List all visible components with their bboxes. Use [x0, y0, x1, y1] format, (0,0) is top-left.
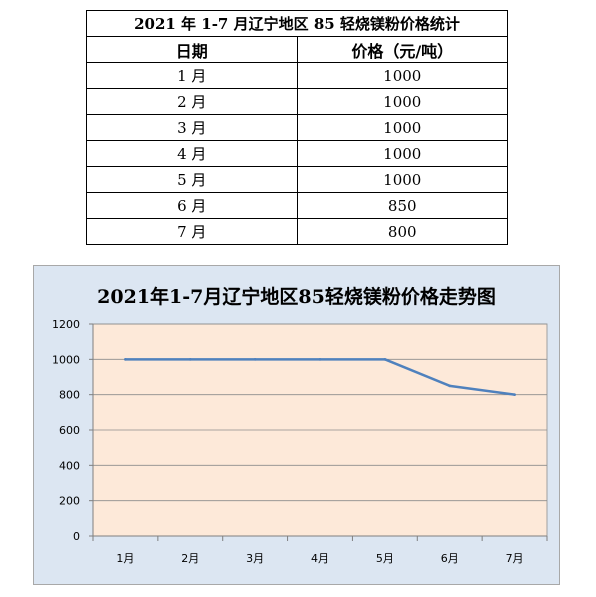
- data-point: [448, 384, 452, 388]
- table-title-row: 2021 年 1-7 月辽宁地区 85 轻烧镁粉价格统计: [86, 10, 508, 37]
- date-cell: 1 月: [86, 62, 298, 89]
- x-tick-label: 1月: [116, 552, 134, 565]
- y-tick-label: 600: [59, 424, 80, 437]
- price-cell: 800: [296, 218, 508, 245]
- price-cell: 1000: [296, 140, 508, 167]
- y-tick-label: 400: [59, 459, 80, 472]
- line-chart: 0 200 400 600 800 1000 1200 1月 2月 3月 4月 5月 6月 7月: [52, 318, 548, 565]
- date-cell: 2 月: [86, 88, 298, 115]
- price-cell: 1000: [296, 166, 508, 193]
- y-tick-label: 800: [59, 389, 80, 402]
- x-tick-label: 2月: [181, 552, 199, 565]
- x-tick-label: 4月: [311, 552, 329, 565]
- table-row: 5 月 1000: [86, 166, 508, 193]
- data-point: [318, 358, 322, 361]
- data-point: [383, 358, 387, 361]
- price-table: 2021 年 1-7 月辽宁地区 85 轻烧镁粉价格统计 日期 价格（元/吨） …: [86, 10, 508, 245]
- table-row: 6 月 850: [86, 192, 508, 219]
- y-tick-label: 200: [59, 495, 80, 508]
- y-tick-label: 0: [73, 530, 80, 543]
- price-cell: 1000: [296, 88, 508, 115]
- data-point: [513, 393, 516, 396]
- chart-title: 2021年1-7月辽宁地区85轻烧镁粉价格走势图: [97, 286, 496, 308]
- x-tick-label: 3月: [246, 552, 264, 565]
- y-tick-label: 1000: [52, 353, 80, 366]
- y-tick-label: 1200: [52, 318, 80, 331]
- header-date: 日期: [86, 36, 298, 63]
- table-header-row: 日期 价格（元/吨）: [86, 36, 508, 63]
- price-cell: 1000: [296, 114, 508, 141]
- date-cell: 7 月: [86, 218, 298, 245]
- date-cell: 6 月: [86, 192, 298, 219]
- x-tick-label: 6月: [441, 552, 459, 565]
- table-row: 7 月 800: [86, 218, 508, 245]
- chart-container: 0 200 400 600 800 1000 1200 1月 2月 3月 4月 5月 6月 7月 2021…: [33, 265, 560, 585]
- x-tick-label: 5月: [376, 552, 394, 565]
- table-title: 2021 年 1-7 月辽宁地区 85 轻烧镁粉价格统计: [86, 10, 508, 37]
- table-row: 4 月 1000: [86, 140, 508, 167]
- date-cell: 4 月: [86, 140, 298, 167]
- price-cell: 1000: [296, 62, 508, 89]
- table-row: 3 月 1000: [86, 114, 508, 141]
- header-price: 价格（元/吨）: [296, 36, 508, 63]
- price-cell: 850: [296, 192, 508, 219]
- data-point: [188, 358, 192, 361]
- data-point: [124, 358, 127, 361]
- data-point: [253, 358, 257, 361]
- x-tick-label: 7月: [506, 552, 524, 565]
- date-cell: 3 月: [86, 114, 298, 141]
- table-row: 2 月 1000: [86, 88, 508, 115]
- table-row: 1 月 1000: [86, 62, 508, 89]
- date-cell: 5 月: [86, 166, 298, 193]
